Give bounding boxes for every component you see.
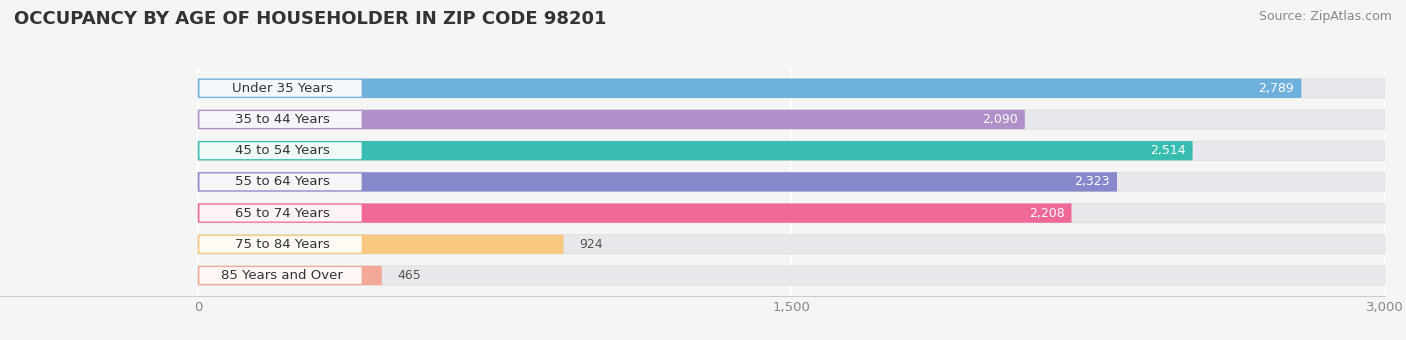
Text: Source: ZipAtlas.com: Source: ZipAtlas.com xyxy=(1258,10,1392,23)
Text: OCCUPANCY BY AGE OF HOUSEHOLDER IN ZIP CODE 98201: OCCUPANCY BY AGE OF HOUSEHOLDER IN ZIP C… xyxy=(14,10,606,28)
FancyBboxPatch shape xyxy=(198,203,1385,223)
FancyBboxPatch shape xyxy=(200,267,361,284)
Text: 465: 465 xyxy=(398,269,422,282)
FancyBboxPatch shape xyxy=(198,110,1385,129)
Text: Under 35 Years: Under 35 Years xyxy=(232,82,333,95)
FancyBboxPatch shape xyxy=(198,79,1302,98)
Text: 65 to 74 Years: 65 to 74 Years xyxy=(235,207,329,220)
FancyBboxPatch shape xyxy=(198,79,1385,98)
FancyBboxPatch shape xyxy=(198,203,1071,223)
Text: 35 to 44 Years: 35 to 44 Years xyxy=(235,113,329,126)
Text: 2,090: 2,090 xyxy=(981,113,1018,126)
FancyBboxPatch shape xyxy=(198,110,1025,129)
Text: 2,323: 2,323 xyxy=(1074,175,1109,188)
Text: 2,514: 2,514 xyxy=(1150,144,1185,157)
FancyBboxPatch shape xyxy=(200,205,361,222)
Text: 45 to 54 Years: 45 to 54 Years xyxy=(235,144,329,157)
FancyBboxPatch shape xyxy=(198,172,1385,191)
FancyBboxPatch shape xyxy=(198,141,1192,160)
Text: 85 Years and Over: 85 Years and Over xyxy=(221,269,343,282)
FancyBboxPatch shape xyxy=(198,266,382,285)
Text: 924: 924 xyxy=(579,238,603,251)
FancyBboxPatch shape xyxy=(198,235,564,254)
FancyBboxPatch shape xyxy=(198,235,1385,254)
Text: 75 to 84 Years: 75 to 84 Years xyxy=(235,238,329,251)
FancyBboxPatch shape xyxy=(198,141,1385,160)
FancyBboxPatch shape xyxy=(198,266,1385,285)
Text: 2,208: 2,208 xyxy=(1029,207,1064,220)
Text: 55 to 64 Years: 55 to 64 Years xyxy=(235,175,329,188)
FancyBboxPatch shape xyxy=(198,172,1116,191)
FancyBboxPatch shape xyxy=(200,236,361,253)
FancyBboxPatch shape xyxy=(200,173,361,190)
FancyBboxPatch shape xyxy=(200,80,361,97)
FancyBboxPatch shape xyxy=(200,111,361,128)
Text: 2,789: 2,789 xyxy=(1258,82,1295,95)
FancyBboxPatch shape xyxy=(200,142,361,159)
